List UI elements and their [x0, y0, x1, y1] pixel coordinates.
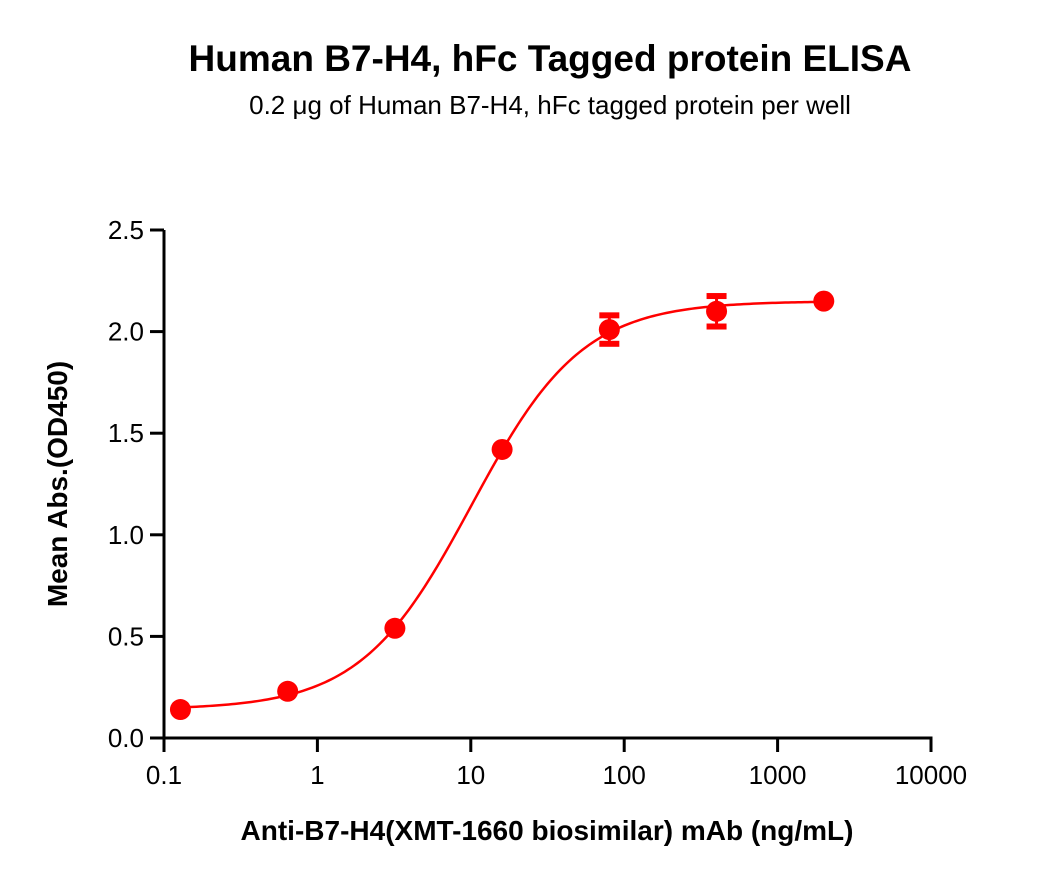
- fit-curve: [180, 300, 824, 709]
- chart-title: Human B7-H4, hFc Tagged protein ELISA: [188, 38, 912, 79]
- y-tick-label: 1.5: [108, 418, 144, 448]
- error-cap-top: [599, 312, 620, 319]
- y-tick-label: 1.0: [108, 520, 144, 550]
- data-point: [384, 617, 406, 639]
- x-tick-label: 1000: [749, 760, 807, 790]
- data-point: [813, 290, 835, 312]
- y-tick-label: 0.0: [108, 723, 144, 753]
- x-tick-label: 100: [603, 760, 646, 790]
- data-point: [706, 300, 728, 322]
- x-axis-title: Anti-B7-H4(XMT-1660 biosimilar) mAb (ng/…: [241, 815, 854, 846]
- y-tick-label: 0.5: [108, 621, 144, 651]
- axes: 0.0 0.5 1.0 1.5 2.0 2.5 0.1 1 10 100 1000 10000: [108, 215, 967, 790]
- y-axis-title: Mean Abs.(OD450): [42, 361, 73, 607]
- x-tick-label: 1: [310, 760, 324, 790]
- data-point: [169, 699, 191, 721]
- x-tick-label: 10: [456, 760, 485, 790]
- x-tick-label: 10000: [895, 760, 967, 790]
- y-tick-label: 2.5: [108, 215, 144, 245]
- error-cap-bottom: [599, 340, 620, 347]
- data-point: [598, 319, 620, 341]
- error-cap-top: [706, 293, 727, 300]
- fit-curve-path: [180, 300, 824, 709]
- x-tick-label: 0.1: [146, 760, 182, 790]
- data-point: [277, 680, 299, 702]
- error-cap-bottom: [706, 323, 727, 330]
- y-tick-label: 2.0: [108, 317, 144, 347]
- data-point: [491, 438, 513, 460]
- chart-subtitle: 0.2 μg of Human B7-H4, hFc tagged protei…: [249, 90, 851, 120]
- data-points: [169, 290, 835, 721]
